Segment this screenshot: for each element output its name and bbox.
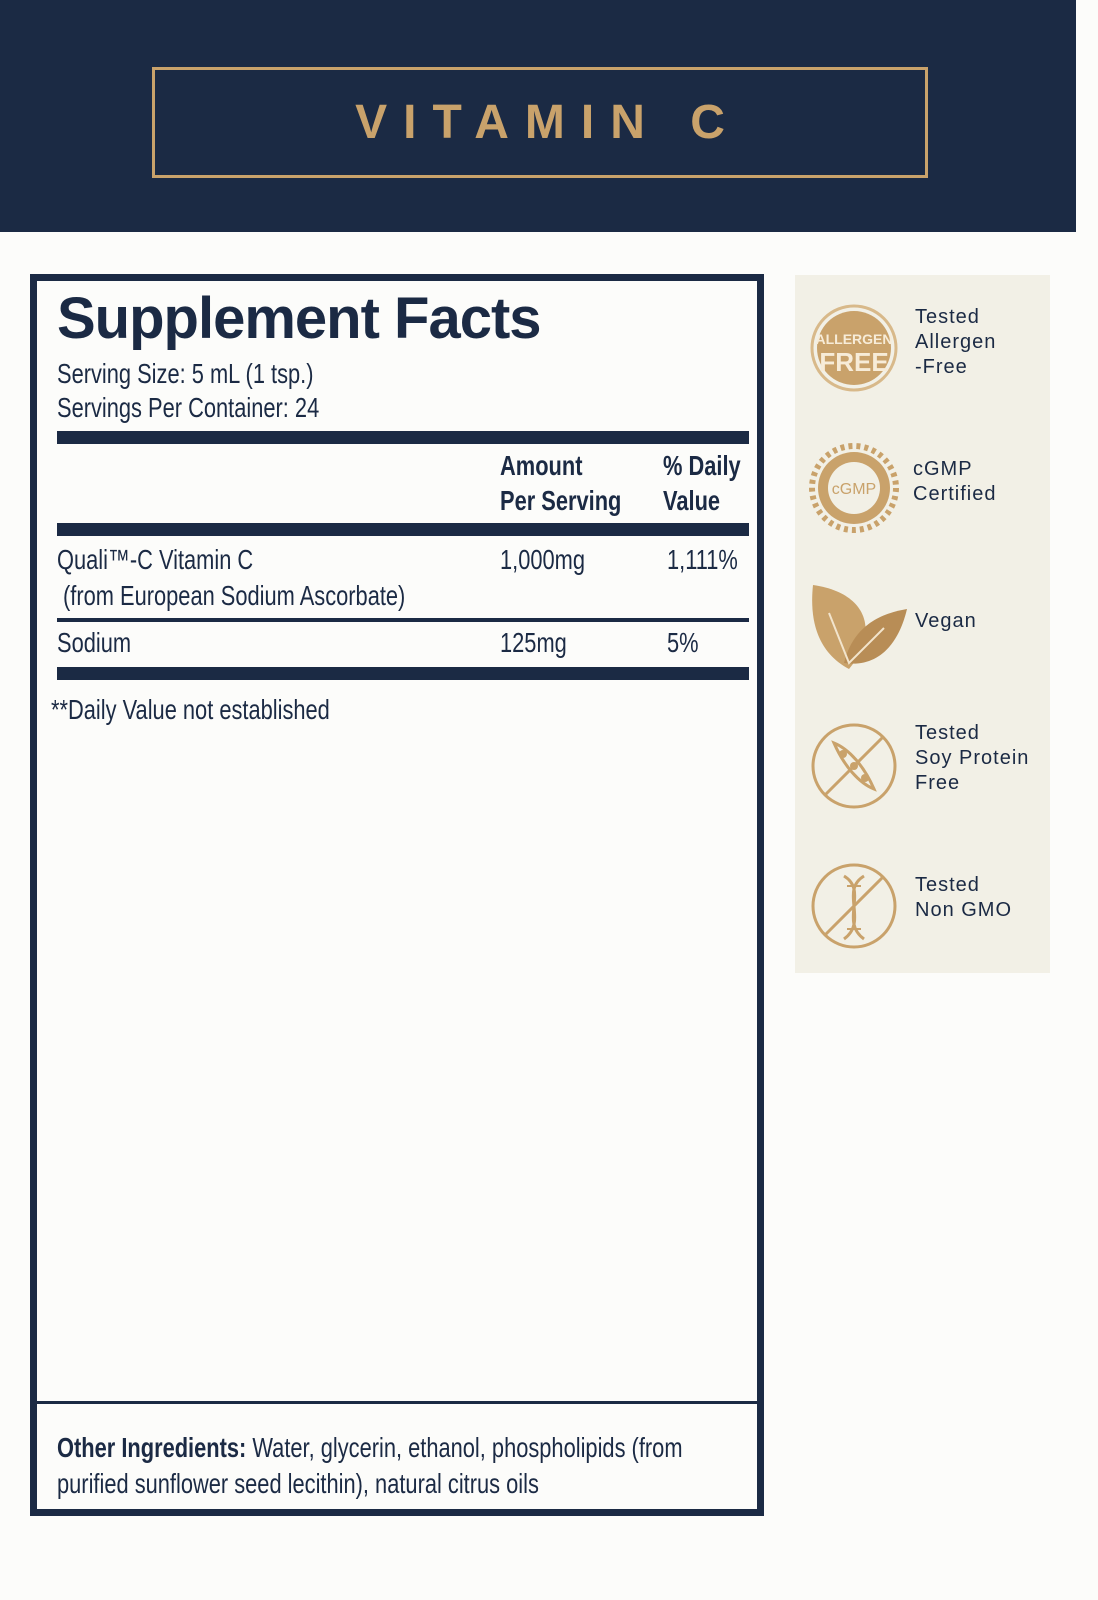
certification-badges: ALLERGEN FREE Tested Allergen -Free cGMP c… xyxy=(795,275,1050,973)
thin-divider xyxy=(57,618,749,622)
product-title-box: VITAMIN C xyxy=(152,67,928,178)
badge-label: cGMP Certified xyxy=(913,458,997,505)
facts-title: Supplement Facts xyxy=(57,286,542,351)
nutrient-dv: 1,111% xyxy=(667,544,738,575)
badge-label: Tested Soy Protein Free xyxy=(915,722,1030,794)
badge-vegan: Vegan xyxy=(795,577,1050,677)
soy-free-icon xyxy=(811,723,897,809)
supplement-facts-panel: Supplement Facts Serving Size: 5 mL (1 t… xyxy=(30,274,764,1516)
other-ingredients-line1: Other Ingredients: Water, glycerin, etha… xyxy=(57,1432,683,1463)
badge-soy-free: Tested Soy Protein Free xyxy=(795,715,1050,815)
servings-per-container: Servings Per Container: 24 xyxy=(57,392,320,423)
dv-header-2: Value xyxy=(663,485,721,516)
badge-label: Vegan xyxy=(915,610,977,632)
nutrient-source: (from European Sodium Ascorbate) xyxy=(63,580,406,611)
nutrient-amount: 1,000mg xyxy=(500,544,585,575)
badge-cgmp: cGMP cGMP Certified xyxy=(795,437,1050,537)
badge-label: Tested Non GMO xyxy=(915,874,1013,921)
other-ingredients-line2: purified sunflower seed lecithin), natur… xyxy=(57,1468,539,1499)
amount-header-2: Per Serving xyxy=(500,485,622,516)
svg-text:ALLERGEN: ALLERGEN xyxy=(816,331,893,347)
header-banner: VITAMIN C xyxy=(0,0,1076,232)
vegan-leaf-icon xyxy=(812,585,907,669)
other-ingredients-label: Other Ingredients: xyxy=(57,1432,247,1463)
footnote: **Daily Value not established xyxy=(51,694,330,725)
thick-divider xyxy=(57,523,749,536)
serving-size: Serving Size: 5 mL (1 tsp.) xyxy=(57,358,314,389)
nutrient-amount: 125mg xyxy=(500,627,567,658)
thick-divider xyxy=(57,431,749,444)
badge-non-gmo: Tested Non GMO xyxy=(795,855,1050,955)
svg-text:cGMP: cGMP xyxy=(832,481,876,498)
badge-allergen-free: ALLERGEN FREE Tested Allergen -Free xyxy=(795,297,1050,397)
product-title: VITAMIN C xyxy=(355,96,741,149)
badge-label: Tested Allergen -Free xyxy=(915,306,997,378)
non-gmo-icon xyxy=(811,863,897,949)
svg-text:FREE: FREE xyxy=(819,347,888,377)
amount-header-1: Amount xyxy=(500,450,583,481)
nutrient-name: Sodium xyxy=(57,627,132,658)
allergen-free-icon: ALLERGEN FREE xyxy=(810,304,898,392)
nutrient-name: Quali™-C Vitamin C xyxy=(57,544,254,575)
nutrient-dv: 5% xyxy=(667,627,699,658)
thick-divider xyxy=(57,667,749,680)
dv-header-1: % Daily xyxy=(663,450,741,481)
cgmp-icon: cGMP xyxy=(809,443,899,533)
panel-divider xyxy=(37,1401,757,1404)
